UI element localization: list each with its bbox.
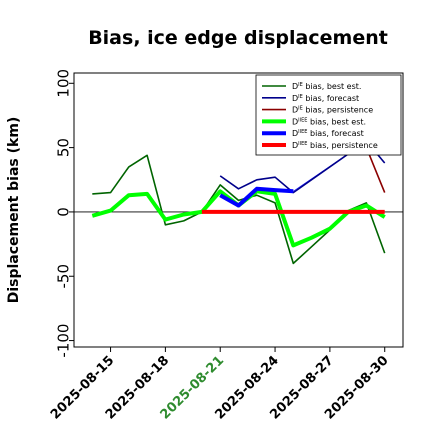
legend: DIE bias, best est. DIE bias, forecast DIE…	[255, 74, 402, 156]
legend-label-1: DIE bias, forecast	[292, 94, 359, 103]
series-line-0	[92, 154, 386, 265]
y-tick-label: 50	[54, 138, 72, 157]
series-line-4	[219, 186, 294, 208]
y-tick-label: 0	[54, 207, 72, 217]
legend-label-5: DIIEE bias, persistence	[292, 141, 378, 150]
y-tick-label: -100	[54, 324, 72, 358]
legend-box	[255, 74, 402, 156]
y-tick-label: 100	[54, 69, 72, 98]
legend-label-2: DIE bias, persistence	[292, 106, 373, 115]
chart-title: Bias, ice edge displacement	[88, 27, 388, 49]
y-tick-label: -50	[54, 264, 72, 289]
y-axis-label: Displacement bias (km)	[6, 117, 22, 304]
legend-label-0: DIE bias, best est.	[292, 82, 361, 91]
plot-frame	[73, 72, 404, 348]
legend-label-4: DIIEE bias, forecast	[292, 129, 364, 138]
legend-label-3: DIIEE bias, best est.	[292, 117, 366, 126]
